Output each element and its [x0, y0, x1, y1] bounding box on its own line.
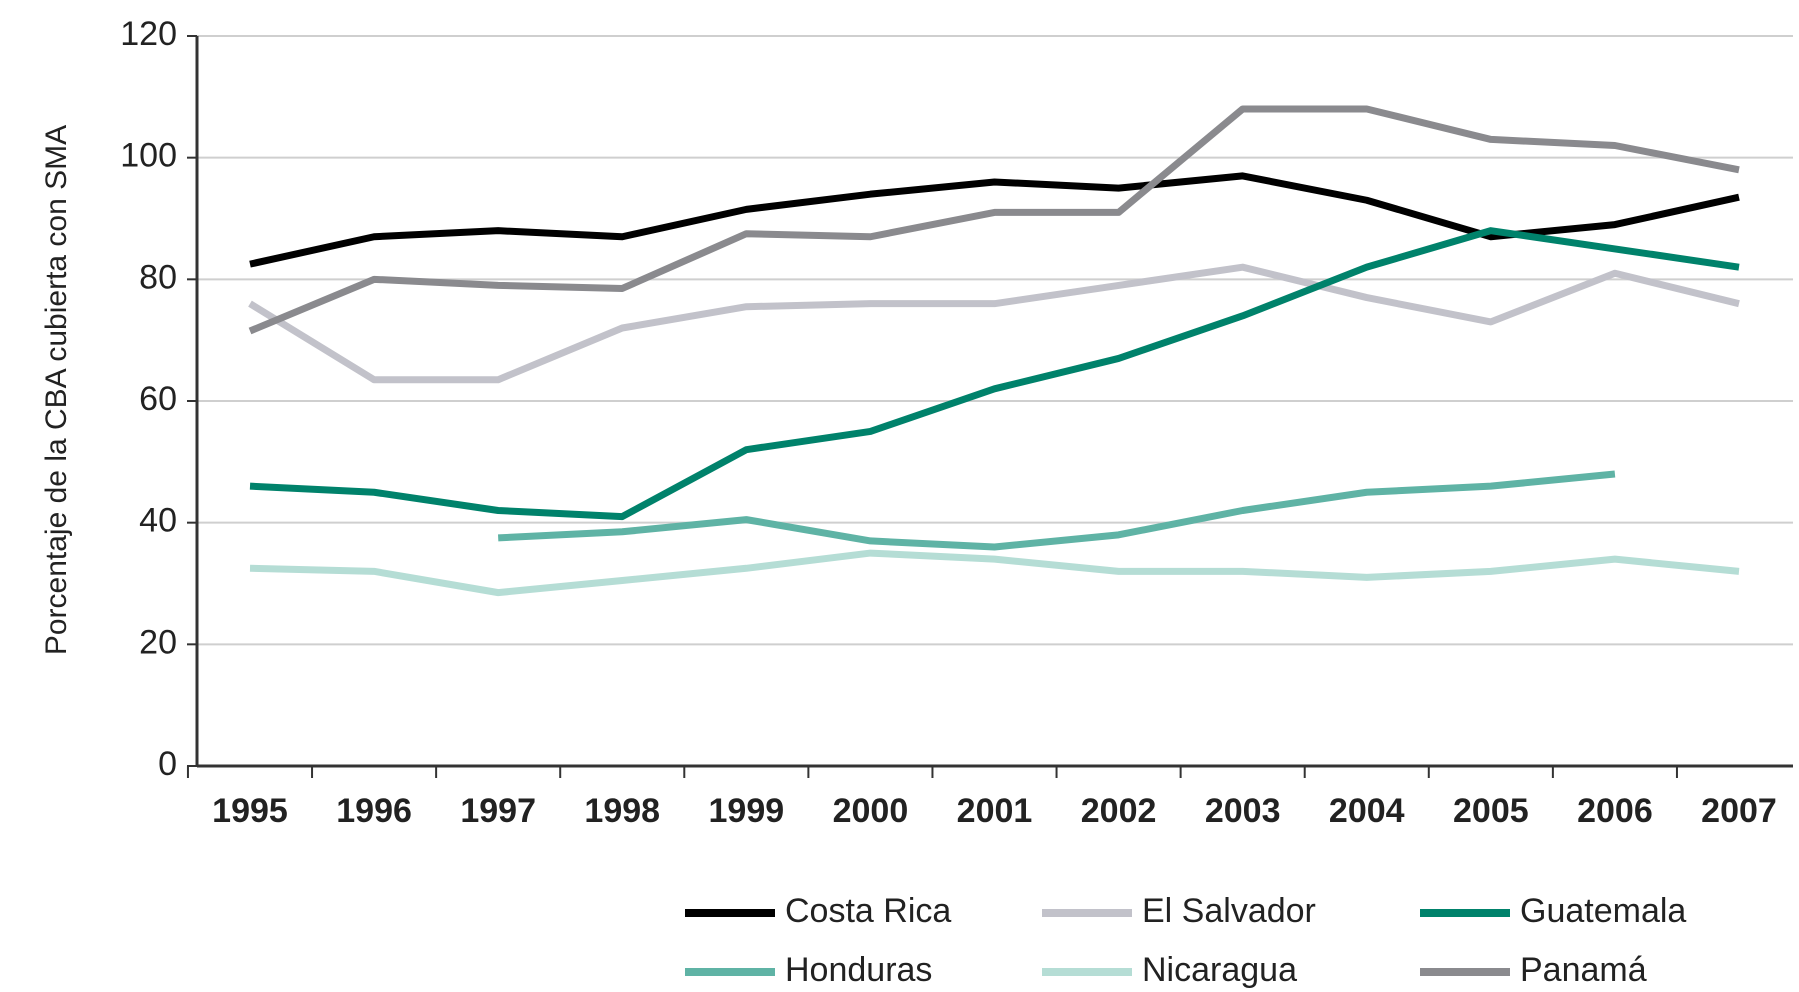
legend-label: El Salvador — [1142, 892, 1316, 930]
y-tick-label: 0 — [158, 745, 177, 783]
x-tick-label: 2002 — [1081, 792, 1157, 830]
x-tick-label: 2003 — [1205, 792, 1281, 830]
x-tick-label: 1997 — [460, 792, 536, 830]
y-tick-label: 120 — [120, 15, 177, 53]
series-line — [248, 263, 1740, 384]
y-tick-label: 60 — [139, 380, 177, 418]
legend-label: Panamá — [1520, 951, 1647, 989]
y-tick-label: 100 — [120, 137, 177, 175]
x-tick-label: 2000 — [833, 792, 909, 830]
x-tick-label: 2004 — [1329, 792, 1405, 830]
legend-label: Honduras — [785, 951, 932, 989]
legend-label: Nicaragua — [1142, 951, 1297, 989]
legend-label: Guatemala — [1520, 892, 1686, 930]
y-axis-label: Porcentaje de la CBA cubierta con SMA — [40, 125, 73, 655]
legend-label: Costa Rica — [785, 892, 951, 930]
series-line — [249, 227, 1740, 521]
x-tick-label: 2007 — [1701, 792, 1777, 830]
series-line — [248, 105, 1740, 335]
x-tick-label: 1996 — [336, 792, 412, 830]
x-tick-label: 1998 — [584, 792, 660, 830]
x-tick-label: 1995 — [212, 792, 288, 830]
y-tick-label: 20 — [139, 623, 177, 661]
x-tick-label: 2001 — [957, 792, 1033, 830]
x-tick-label: 1999 — [709, 792, 785, 830]
series-line — [249, 172, 1740, 268]
y-tick-label: 40 — [139, 502, 177, 540]
series-line — [497, 470, 1616, 551]
x-tick-label: 2006 — [1577, 792, 1653, 830]
y-tick-label: 80 — [139, 258, 177, 296]
series-line — [249, 549, 1740, 597]
x-tick-label: 2005 — [1453, 792, 1529, 830]
